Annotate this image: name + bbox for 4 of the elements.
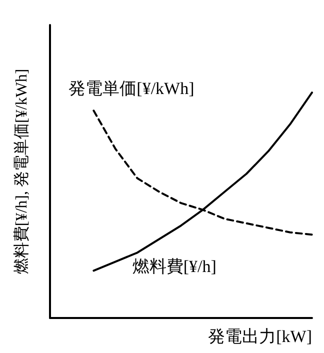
- series-label: 燃料費[¥/h]: [132, 257, 216, 276]
- x-axis-title: 発電出力[kW]: [208, 327, 312, 346]
- y-axis-title: 燃料費[¥/h], 発電単価[¥/kWh]: [12, 68, 30, 274]
- series-label: 発電単価[¥/kWh]: [68, 79, 194, 98]
